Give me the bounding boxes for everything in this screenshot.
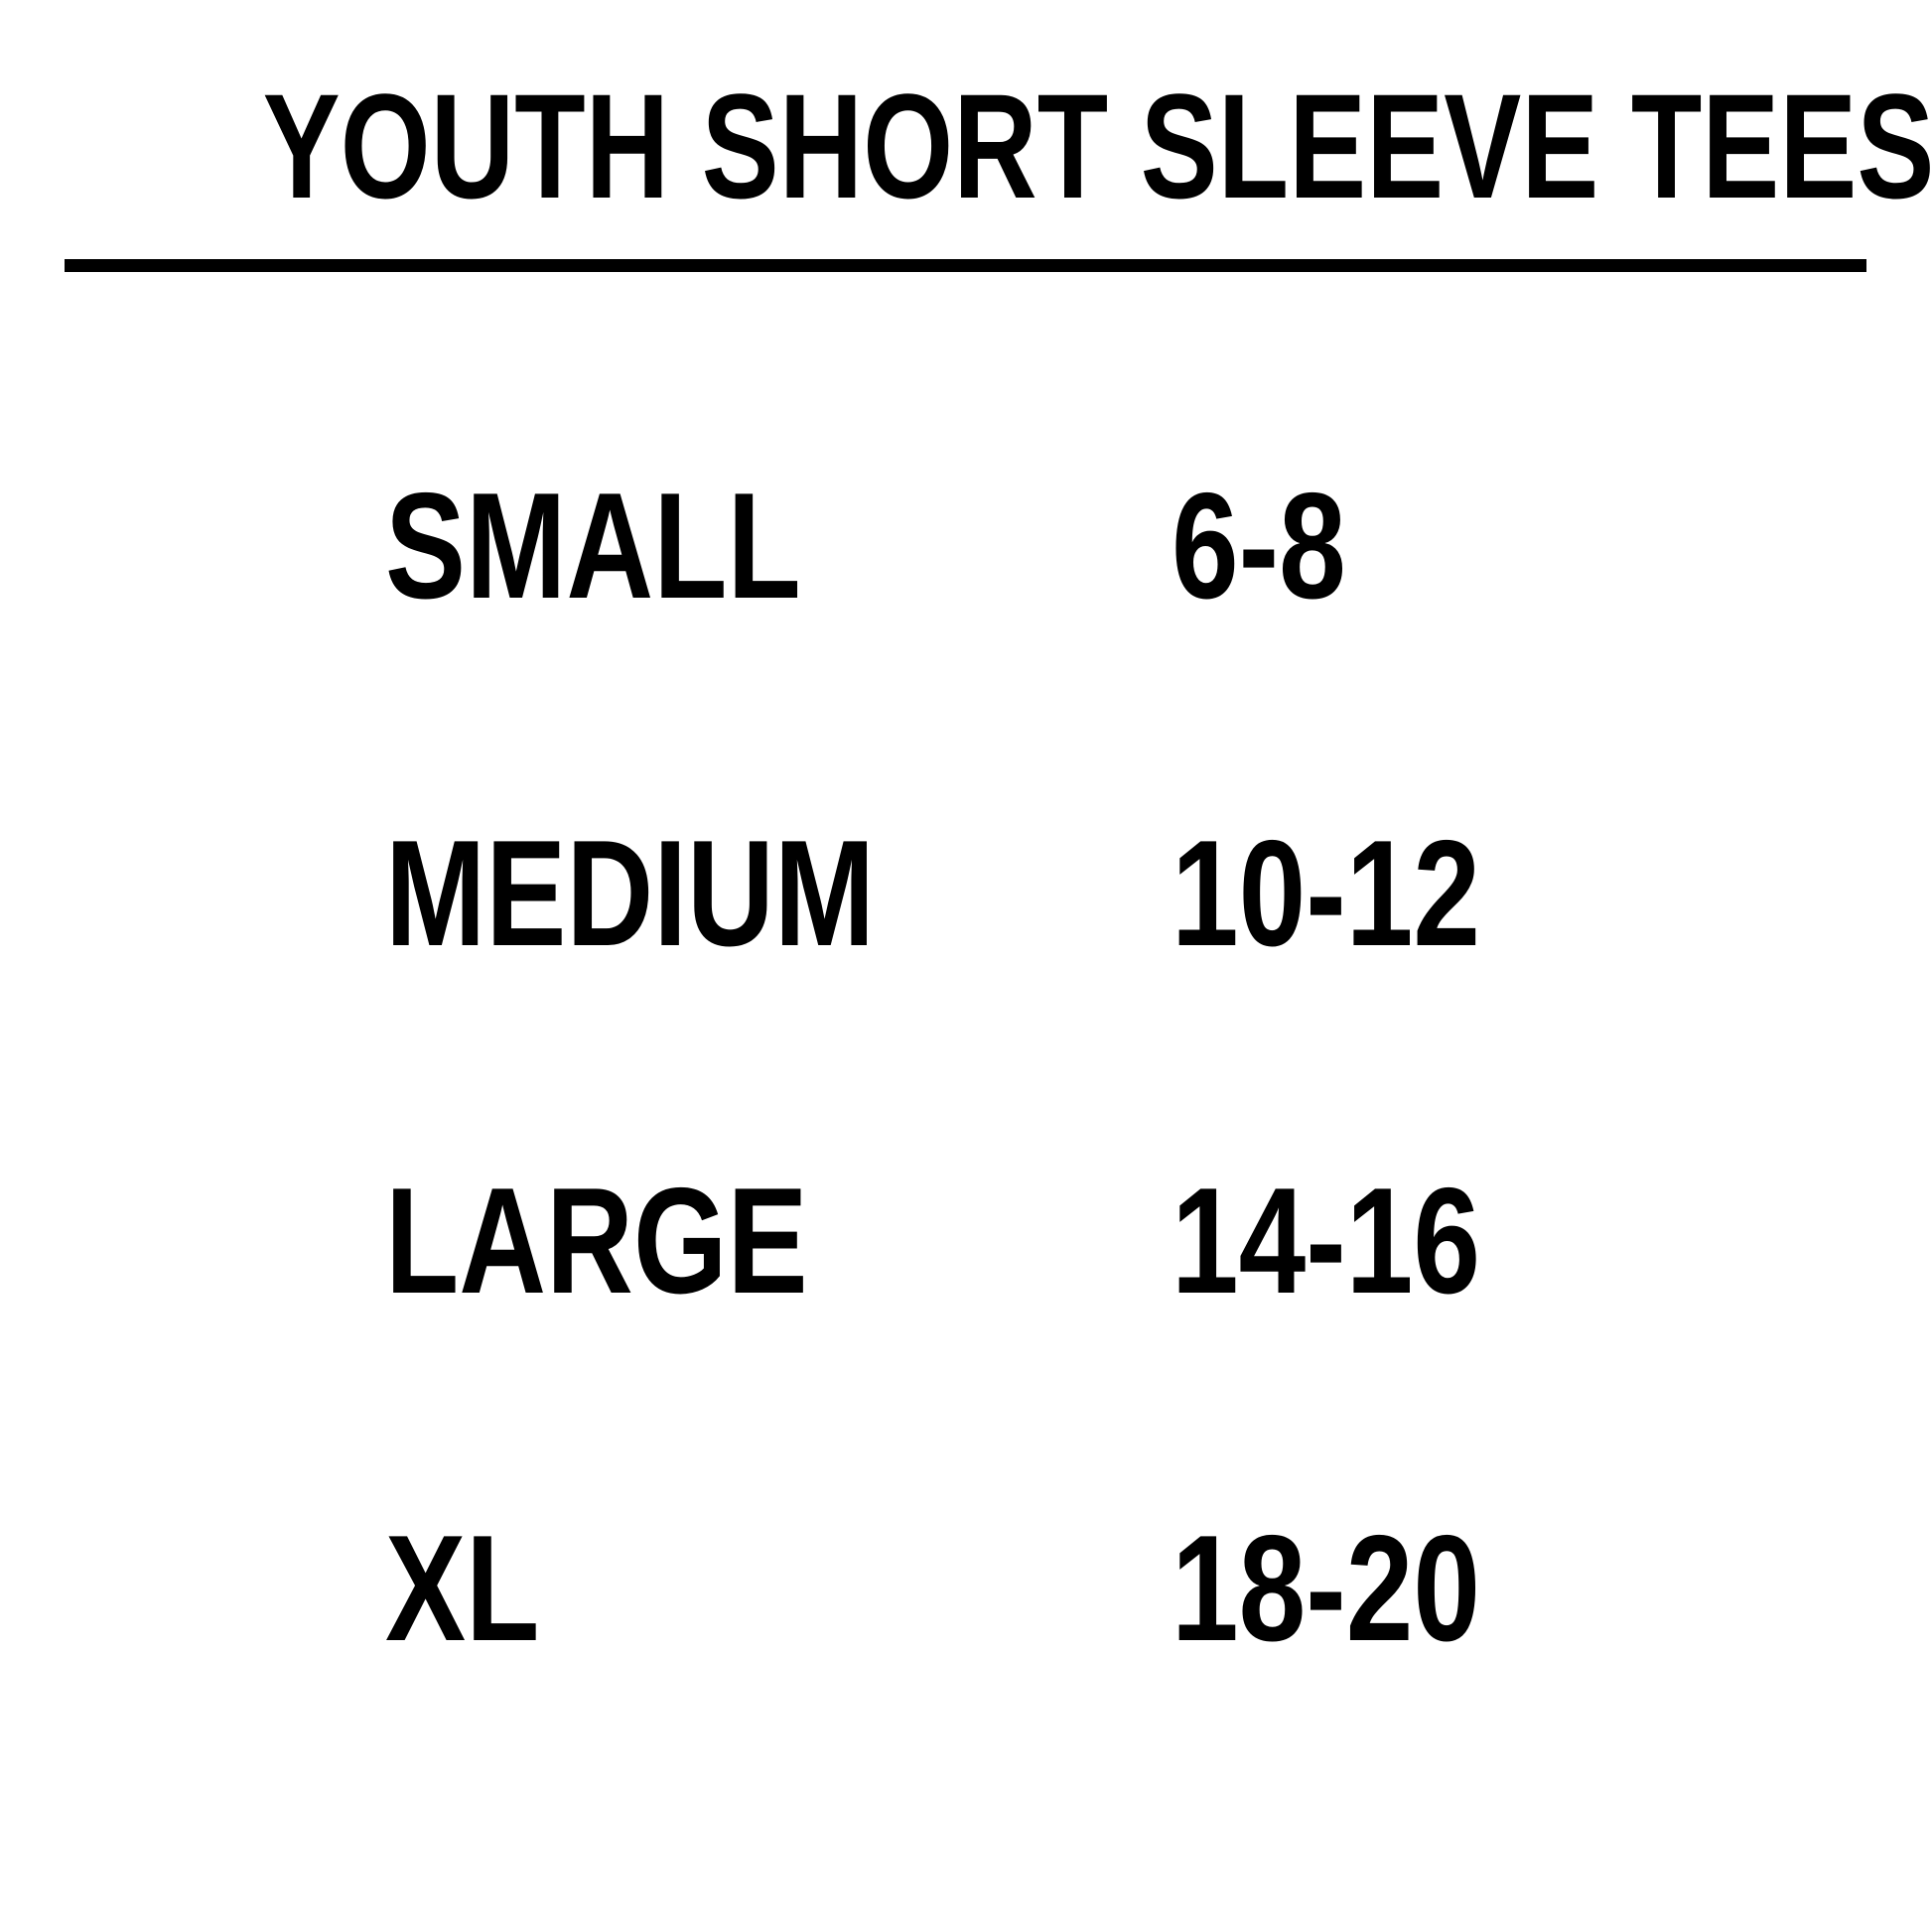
size-value: 18-20 <box>1172 1504 1481 1673</box>
size-value: 10-12 <box>1172 809 1481 978</box>
size-label: LARGE <box>385 1157 808 1325</box>
title-divider <box>65 259 1866 272</box>
size-label: XL <box>385 1504 540 1673</box>
size-value: 6-8 <box>1172 462 1346 630</box>
size-label: MEDIUM <box>385 809 876 978</box>
table-row: SMALL 6-8 <box>0 467 1932 625</box>
page-title: YOUTH SHORT SLEEVE TEES <box>262 63 1932 229</box>
table-row: MEDIUM 10-12 <box>0 814 1932 973</box>
table-row: LARGE 14-16 <box>0 1162 1932 1320</box>
size-label: SMALL <box>385 462 801 630</box>
size-value: 14-16 <box>1172 1157 1481 1325</box>
table-row: XL 18-20 <box>0 1509 1932 1668</box>
